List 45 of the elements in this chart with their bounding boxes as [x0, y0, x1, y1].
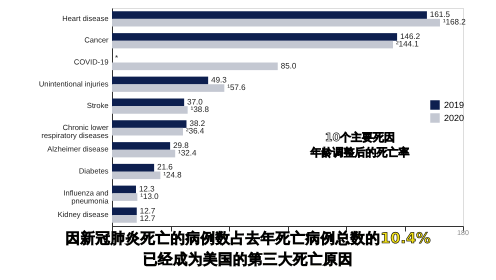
data-label: 85.0	[280, 61, 297, 70]
bar	[112, 142, 170, 150]
data-label: 37.0	[187, 97, 204, 106]
data-label: 12.7	[140, 206, 156, 216]
bar	[112, 40, 393, 48]
annotation: 10个主要死因	[324, 131, 396, 144]
bar	[112, 11, 427, 19]
bar	[112, 106, 188, 114]
data-label: ¹32.4	[178, 148, 197, 158]
data-label: ¹38.8	[190, 104, 210, 114]
bar	[112, 120, 186, 128]
bar	[112, 33, 398, 41]
bar	[112, 76, 208, 84]
data-label: ¹168.2	[442, 18, 466, 27]
data-label: 12.3	[138, 184, 156, 194]
legend-label: 2019	[444, 100, 464, 110]
text: 因新冠肺炎死亡的病例数占去年死亡病例总数的10.4%	[65, 229, 432, 247]
bar	[112, 186, 136, 194]
legend-label: 2020	[444, 113, 464, 123]
data-label: 38.2	[189, 119, 206, 128]
bar	[112, 84, 224, 92]
bar	[112, 207, 137, 216]
bar	[112, 98, 184, 106]
bar	[112, 172, 160, 180]
data-label: ²144.1	[396, 40, 420, 49]
bar	[112, 128, 183, 136]
bar	[112, 62, 278, 70]
annotation: 年龄调整后的死亡率	[310, 146, 410, 159]
data-label: ¹57.6	[227, 83, 246, 92]
data-label: 49.3	[211, 75, 228, 84]
data-label: 29.8	[173, 140, 190, 150]
bar	[112, 150, 176, 158]
data-label: ²36.4	[186, 126, 205, 136]
data-label: 12.7	[140, 214, 156, 223]
bar	[112, 18, 440, 27]
data-label: 146.2	[400, 32, 421, 41]
bar	[112, 193, 138, 201]
bar	[112, 215, 137, 223]
text: 已经成为美国的第三大死亡原因	[143, 250, 353, 268]
data-label: ¹13.0	[140, 192, 160, 202]
bar	[112, 164, 154, 172]
data-label: 161.5	[430, 10, 450, 20]
text: *	[115, 54, 118, 63]
data-label: ¹24.8	[163, 170, 182, 180]
data-label: 21.6	[157, 162, 174, 172]
